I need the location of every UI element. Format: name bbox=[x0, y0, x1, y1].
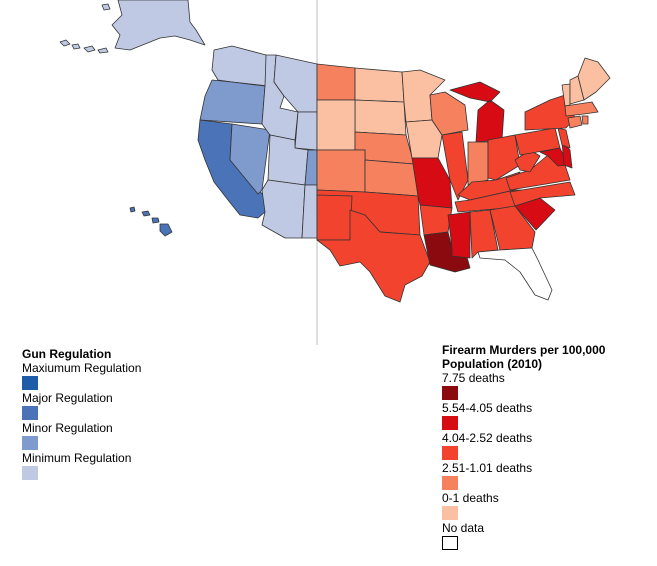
state-maryland bbox=[539, 147, 569, 167]
state-north-dakota bbox=[354, 67, 405, 103]
legend-label: Major Regulation bbox=[22, 391, 113, 405]
state-nevada bbox=[229, 123, 271, 195]
legend-title: Firearm Murders per 100,000 Population (… bbox=[442, 343, 606, 371]
state-washington bbox=[211, 45, 269, 87]
legend-swatch bbox=[22, 406, 38, 420]
legend-label: 2.51-1.01 deaths bbox=[442, 461, 533, 475]
state-new-mexico-west bbox=[301, 184, 318, 239]
legend-swatch bbox=[442, 476, 458, 490]
state-iowa bbox=[405, 119, 443, 159]
state-rhode-island bbox=[581, 115, 589, 125]
state-louisiana bbox=[423, 231, 471, 273]
state-montana-east bbox=[316, 63, 356, 101]
state-ohio bbox=[487, 134, 521, 181]
state-new-jersey bbox=[557, 127, 571, 149]
legend-label: 7.75 deaths bbox=[442, 371, 505, 385]
legend-swatch bbox=[442, 386, 458, 400]
legend-label: No data bbox=[442, 521, 485, 535]
state-kansas bbox=[364, 159, 419, 197]
legend-label: 4.04-2.52 deaths bbox=[442, 431, 533, 445]
state-south-dakota bbox=[354, 99, 407, 136]
state-mississippi bbox=[447, 211, 471, 259]
state-massachusetts bbox=[564, 101, 599, 117]
legend-swatch bbox=[442, 506, 458, 520]
legend-firearm-murders: Firearm Murders per 100,000 Population (… bbox=[442, 343, 652, 558]
state-new-mexico bbox=[316, 194, 353, 241]
legend-swatch bbox=[22, 466, 38, 480]
legend-swatch bbox=[442, 416, 458, 430]
state-wisconsin bbox=[429, 91, 469, 136]
legend-gun-regulation: Gun Regulation Maxiumum Regulation Major… bbox=[22, 347, 222, 487]
state-georgia bbox=[489, 205, 536, 251]
legend-title: Gun Regulation bbox=[22, 347, 112, 361]
state-maine bbox=[577, 57, 611, 101]
legend-label: Maxiumum Regulation bbox=[22, 361, 142, 375]
state-hawaii bbox=[129, 206, 173, 237]
state-north-carolina bbox=[509, 181, 576, 207]
state-oregon bbox=[199, 79, 266, 125]
legend-label: 5.54-4.05 deaths bbox=[442, 401, 533, 415]
state-connecticut bbox=[567, 115, 583, 129]
state-wyoming-east bbox=[316, 99, 356, 151]
state-arkansas bbox=[419, 204, 453, 236]
legend-label: Minor Regulation bbox=[22, 421, 113, 435]
state-wyoming bbox=[294, 111, 318, 151]
legend-label: Minimum Regulation bbox=[22, 451, 132, 465]
state-florida bbox=[477, 247, 553, 301]
alaska-islands bbox=[59, 3, 111, 54]
state-arizona bbox=[261, 179, 306, 239]
legend-swatch bbox=[442, 536, 458, 550]
legend-swatch bbox=[22, 436, 38, 450]
state-texas bbox=[316, 209, 431, 303]
state-alaska bbox=[111, 0, 206, 51]
us-map bbox=[59, 0, 611, 345]
legend-swatch bbox=[22, 376, 38, 390]
state-indiana bbox=[467, 141, 489, 186]
state-michigan bbox=[449, 81, 505, 143]
state-colorado bbox=[316, 149, 366, 193]
legend-swatch bbox=[442, 446, 458, 460]
state-vermont bbox=[561, 83, 571, 107]
legend-label: 0-1 deaths bbox=[442, 491, 499, 505]
